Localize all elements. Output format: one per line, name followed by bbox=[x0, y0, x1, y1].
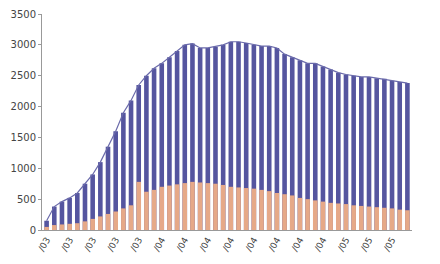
svg-text:2000: 2000 bbox=[11, 101, 36, 112]
svg-text:/05: /05 bbox=[359, 236, 375, 254]
svg-text:/04: /04 bbox=[221, 235, 237, 253]
svg-text:1500: 1500 bbox=[11, 132, 36, 143]
svg-text:3000: 3000 bbox=[11, 39, 36, 50]
svg-text:/03: /03 bbox=[105, 236, 121, 254]
svg-text:/03: /03 bbox=[128, 236, 144, 254]
svg-text:/04: /04 bbox=[198, 235, 214, 253]
svg-text:500: 500 bbox=[17, 194, 36, 205]
svg-text:0: 0 bbox=[30, 225, 36, 236]
svg-text:1000: 1000 bbox=[11, 163, 36, 174]
svg-text:3500: 3500 bbox=[11, 9, 36, 20]
svg-text:/04: /04 bbox=[290, 235, 306, 253]
svg-text:/03: /03 bbox=[36, 236, 52, 254]
svg-text:/04: /04 bbox=[244, 235, 260, 253]
svg-text:/03: /03 bbox=[82, 236, 98, 254]
svg-text:/05: /05 bbox=[336, 236, 352, 254]
svg-text:/05: /05 bbox=[382, 236, 398, 254]
svg-text:/03: /03 bbox=[59, 236, 75, 254]
svg-text:/04: /04 bbox=[267, 235, 283, 253]
svg-text:2500: 2500 bbox=[11, 70, 36, 81]
svg-text:/04: /04 bbox=[175, 235, 191, 253]
svg-text:/04: /04 bbox=[313, 235, 329, 253]
svg-text:/04: /04 bbox=[151, 235, 167, 253]
